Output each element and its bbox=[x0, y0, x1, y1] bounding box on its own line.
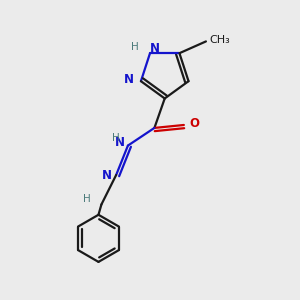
Text: H: H bbox=[112, 133, 120, 143]
Text: H: H bbox=[83, 194, 91, 204]
Text: N: N bbox=[115, 136, 125, 149]
Text: H: H bbox=[131, 42, 139, 52]
Text: N: N bbox=[102, 169, 112, 182]
Text: O: O bbox=[189, 117, 199, 130]
Text: N: N bbox=[124, 73, 134, 86]
Text: CH₃: CH₃ bbox=[209, 35, 230, 45]
Text: N: N bbox=[150, 42, 160, 55]
